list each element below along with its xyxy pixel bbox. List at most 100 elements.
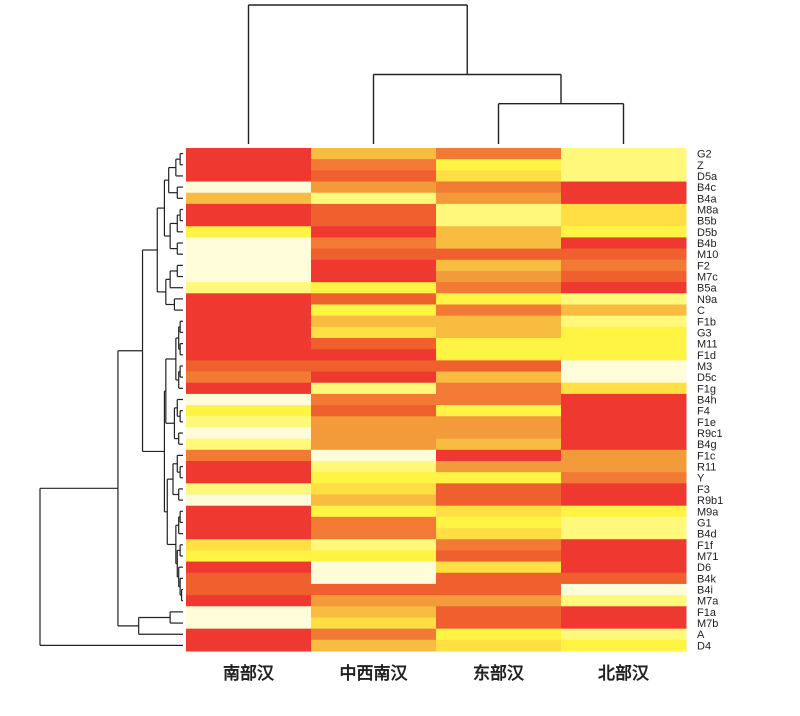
heatmap-cell (436, 248, 562, 261)
heatmap-cell (561, 326, 687, 339)
heatmap-cell (311, 315, 437, 328)
heatmap-cell (311, 159, 437, 171)
heatmap-cell (186, 315, 312, 328)
row-label: B4h (697, 395, 717, 407)
heatmap-cell (311, 583, 437, 596)
heatmap-cell (436, 282, 562, 294)
row-label: F1g (697, 383, 716, 395)
heatmap-cell (561, 516, 687, 529)
heatmap-cell (561, 393, 687, 406)
row-label: B4b (697, 238, 717, 250)
heatmap-cell (311, 561, 437, 574)
heatmap-cell (311, 326, 437, 339)
heatmap-cell (561, 595, 687, 607)
heatmap-cell (561, 259, 687, 272)
heatmap-cell (186, 159, 312, 171)
heatmap-cell (561, 248, 687, 261)
heatmap-cell (186, 148, 312, 160)
column-label: 北部汉 (598, 663, 650, 684)
row-label: A (697, 629, 705, 641)
heatmap-cell (561, 304, 687, 317)
heatmap-cell (436, 606, 562, 618)
heatmap-cell (311, 516, 437, 529)
heatmap-cell (436, 427, 562, 440)
row-label: Z (697, 160, 704, 172)
heatmap-cell (311, 472, 437, 484)
heatmap-cell (436, 628, 562, 641)
heatmap-cell (561, 349, 687, 361)
row-label: R11 (697, 462, 716, 474)
heatmap-cell (436, 360, 562, 373)
heatmap-cell (561, 416, 687, 428)
heatmap-cell (436, 393, 562, 406)
heatmap-cell (311, 338, 437, 350)
heatmap-cell (561, 617, 687, 630)
row-label: B4d (697, 529, 717, 541)
heatmap-cell (561, 449, 687, 462)
heatmap-cell (436, 583, 562, 596)
heatmap-cell (186, 393, 312, 406)
row-label: B5b (697, 216, 717, 228)
heatmap-cell (561, 338, 687, 350)
heatmap-cell (561, 192, 687, 205)
column-label: 东部汉 (473, 663, 525, 684)
heatmap-cell (561, 639, 687, 652)
row-label: D5c (697, 372, 717, 384)
heatmap-cell (561, 382, 687, 395)
heatmap-cell (186, 639, 312, 652)
heatmap-cell (561, 371, 687, 384)
heatmap-cell (436, 349, 562, 361)
row-label: F2 (697, 260, 710, 272)
heatmap-cell (186, 483, 312, 496)
heatmap-cell (561, 539, 687, 551)
heatmap-cell (436, 304, 562, 317)
heatmap-cell (186, 405, 312, 417)
heatmap-cell (311, 628, 437, 641)
heatmap-cell (561, 427, 687, 440)
heatmap-cell (311, 449, 437, 462)
heatmap-cell (436, 438, 562, 451)
heatmap-cell (186, 304, 312, 317)
row-label: D5b (697, 227, 717, 239)
row-label: F1f (697, 540, 714, 552)
heatmap-cell (436, 494, 562, 507)
heatmap-cell (561, 226, 687, 238)
heatmap-cell (186, 293, 312, 305)
heatmap-cell (311, 215, 437, 227)
heatmap-cell (561, 148, 687, 160)
heatmap-cell (186, 550, 312, 563)
heatmap-cell (561, 494, 687, 507)
heatmap-cell (561, 550, 687, 563)
row-label: B4c (697, 182, 716, 194)
row-label: M8a (697, 204, 719, 216)
heatmap-cell (436, 293, 562, 305)
heatmap-cell (311, 617, 437, 630)
heatmap-cell (311, 483, 437, 496)
heatmap-cell (186, 237, 312, 250)
heatmap-cell (186, 226, 312, 238)
row-label: G2 (697, 149, 712, 161)
heatmap-cell (186, 606, 312, 618)
row-label: C (697, 305, 705, 317)
heatmap-cell (436, 639, 562, 652)
row-label: F1e (697, 417, 716, 429)
heatmap-cell (186, 572, 312, 585)
column-dendrogram (247, 4, 625, 144)
row-label: B4g (697, 439, 717, 451)
heatmap-cell (436, 371, 562, 384)
heatmap-cell (186, 460, 312, 473)
heatmap-cell (436, 539, 562, 551)
heatmap-cell (186, 505, 312, 518)
heatmap-cell (311, 393, 437, 406)
heatmap-cell (186, 583, 312, 596)
heatmap-cell (311, 382, 437, 395)
heatmap-cell (436, 226, 562, 238)
heatmap-cell (311, 293, 437, 305)
heatmap-cell (186, 248, 312, 261)
heatmap-cell (436, 483, 562, 496)
heatmap-cell (186, 617, 312, 630)
heatmap-cell (436, 460, 562, 473)
row-label: D6 (697, 562, 711, 574)
heatmap-cell (436, 170, 562, 183)
